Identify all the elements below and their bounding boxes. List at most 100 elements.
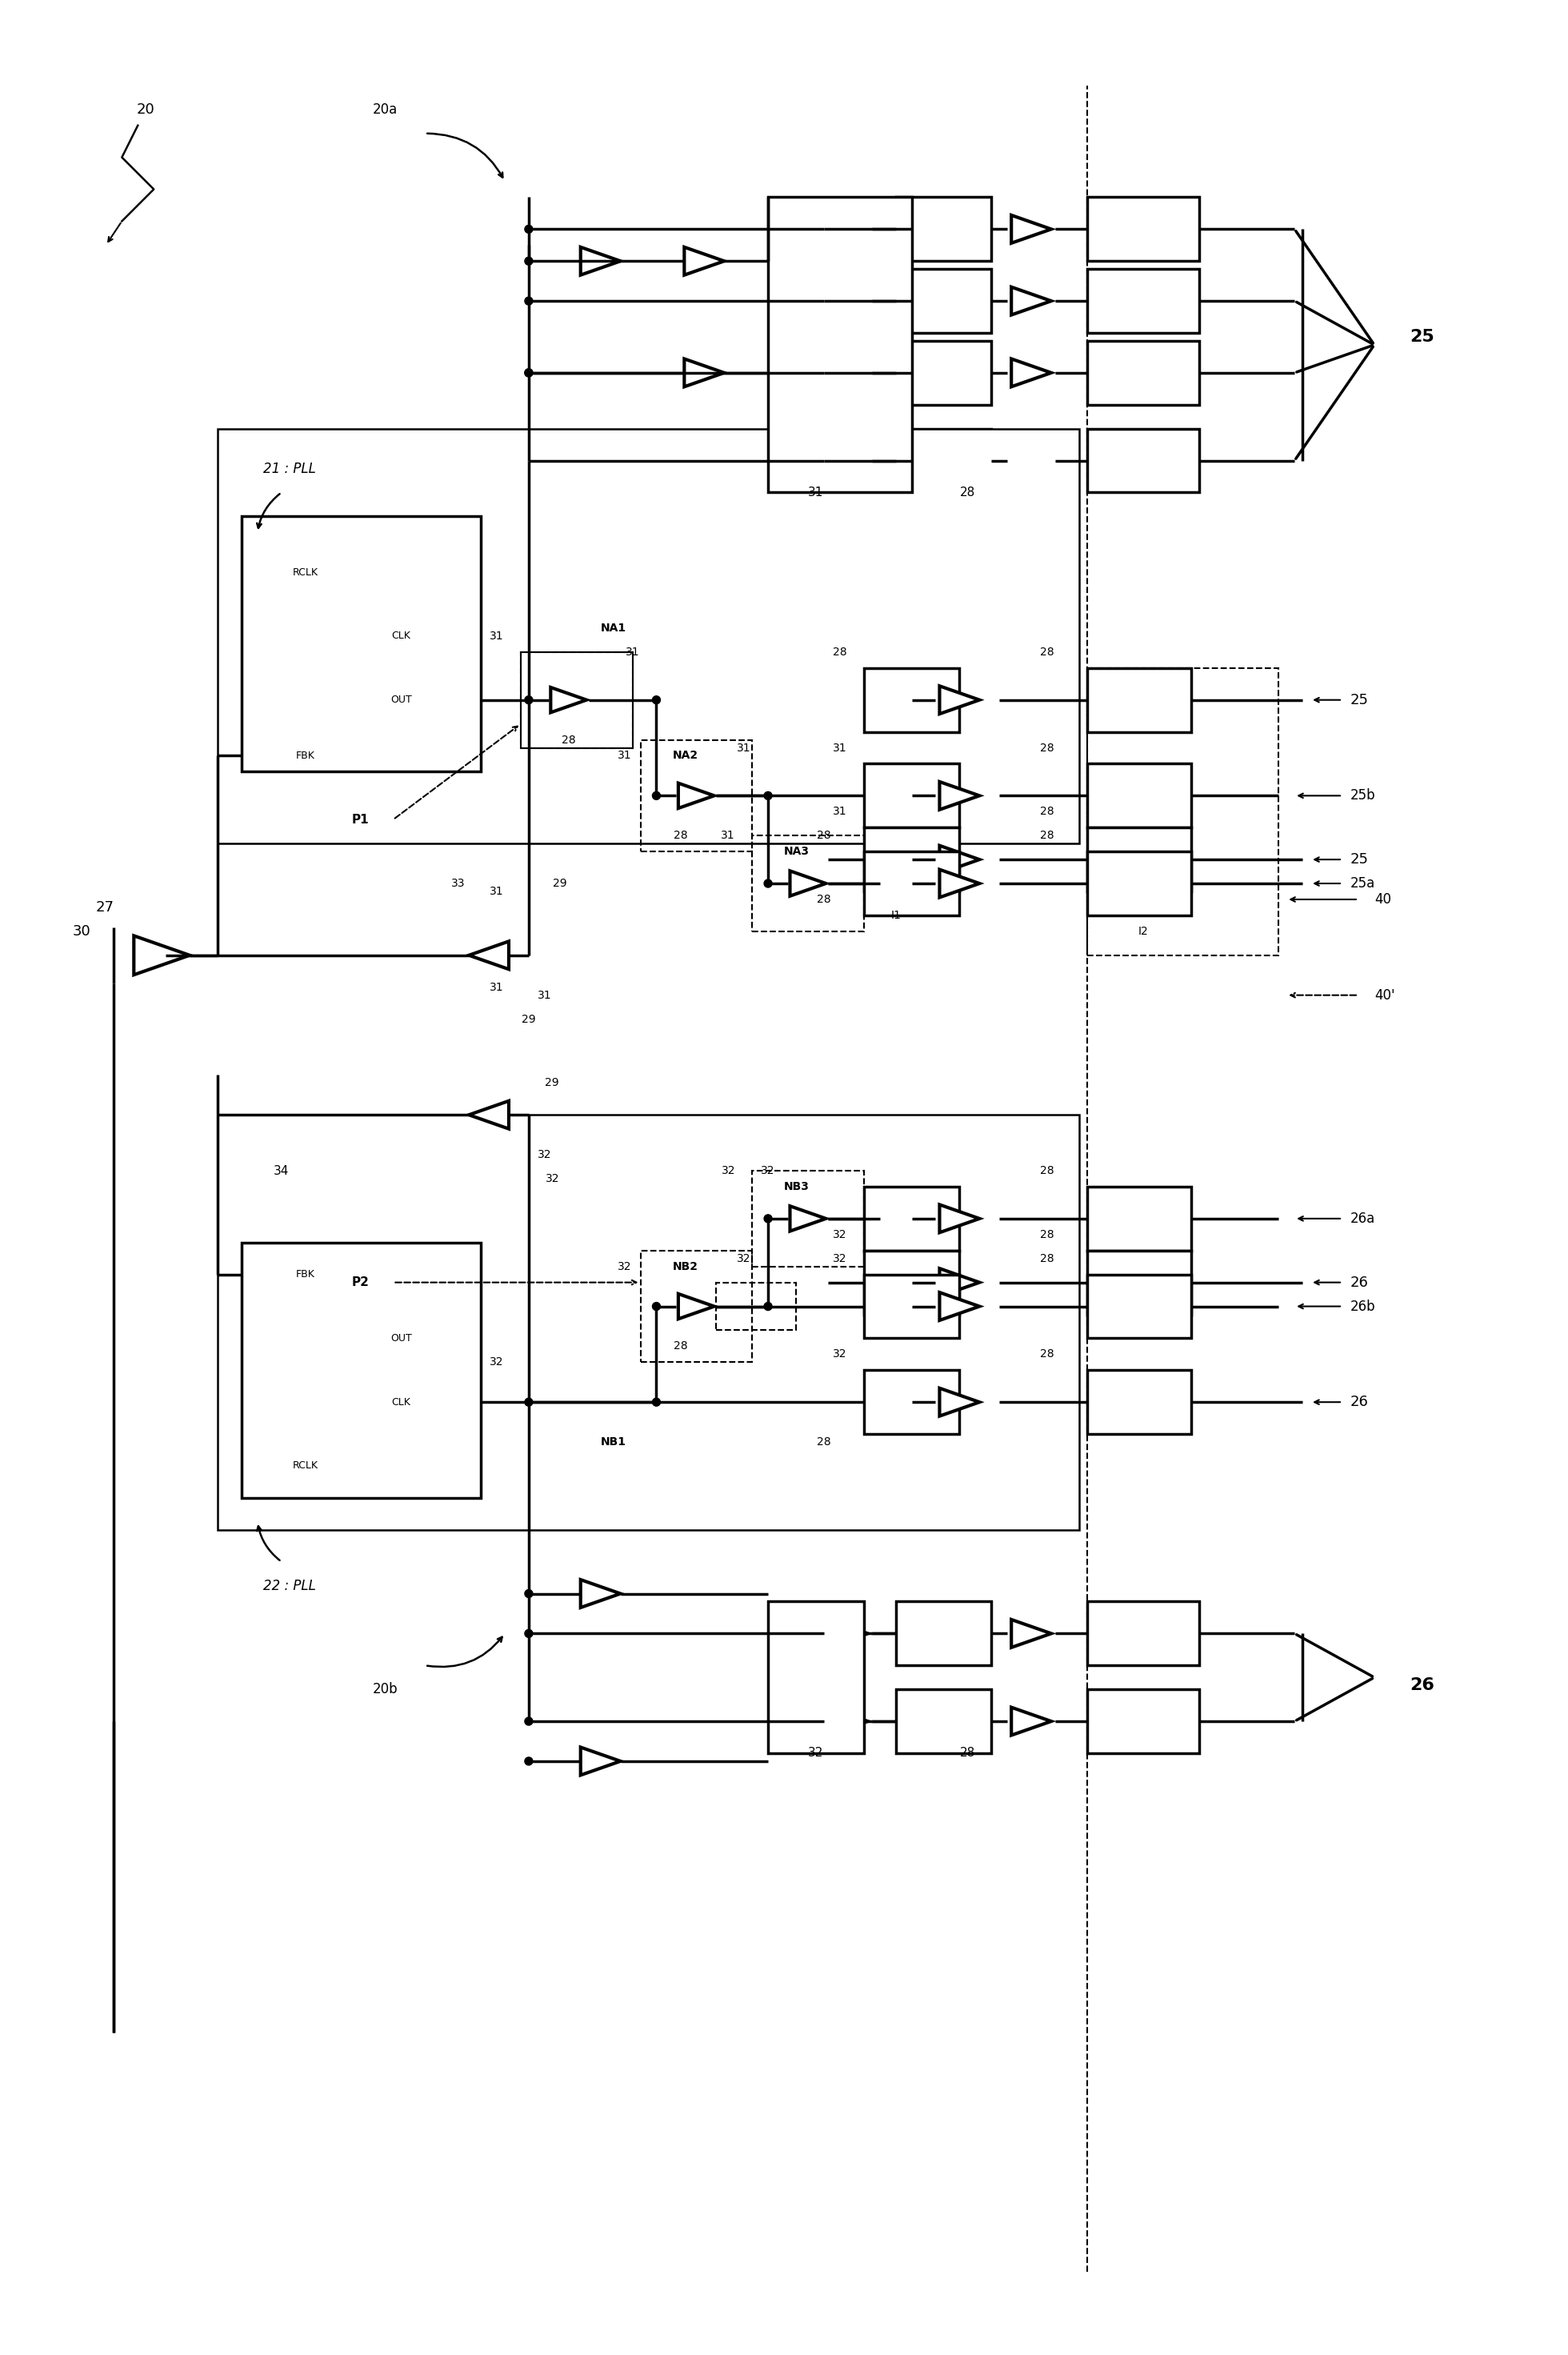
Text: FBK: FBK: [296, 1269, 315, 1279]
Bar: [895, 1689, 991, 1752]
Text: 29: 29: [552, 878, 566, 890]
Polygon shape: [939, 685, 980, 714]
Bar: [218, 1114, 1079, 1531]
Polygon shape: [939, 1206, 980, 1232]
Text: 28: 28: [1040, 1166, 1054, 1175]
Text: 20a: 20a: [373, 101, 398, 118]
Polygon shape: [1011, 214, 1051, 243]
Bar: [895, 429, 991, 492]
Bar: [895, 1601, 991, 1665]
Circle shape: [525, 1630, 533, 1637]
Circle shape: [764, 1215, 771, 1222]
Bar: [1087, 1689, 1200, 1752]
Polygon shape: [1011, 358, 1051, 386]
Text: 21 : PLL: 21 : PLL: [263, 462, 315, 476]
Text: 28: 28: [1040, 648, 1054, 657]
Text: 28: 28: [1040, 805, 1054, 817]
Bar: [895, 198, 991, 261]
Text: 28: 28: [817, 895, 831, 904]
Polygon shape: [939, 1387, 980, 1415]
Polygon shape: [939, 845, 980, 874]
Text: 33: 33: [452, 878, 464, 890]
Polygon shape: [684, 358, 724, 386]
Polygon shape: [828, 214, 867, 243]
Text: 25: 25: [1410, 330, 1435, 344]
Text: 20: 20: [136, 101, 155, 118]
Bar: [717, 1283, 797, 1331]
Bar: [1087, 1371, 1190, 1434]
Bar: [1087, 429, 1200, 492]
Bar: [1087, 1274, 1190, 1338]
Polygon shape: [580, 247, 621, 276]
Text: 31: 31: [626, 648, 640, 657]
Bar: [640, 1251, 753, 1361]
Text: 30: 30: [72, 923, 91, 940]
Circle shape: [525, 257, 533, 266]
Bar: [1087, 1187, 1190, 1251]
Bar: [218, 429, 1079, 843]
Text: 25: 25: [1350, 692, 1369, 706]
Text: 32: 32: [833, 1253, 847, 1265]
Bar: [1087, 1601, 1200, 1665]
Bar: [1087, 853, 1190, 916]
Bar: [1087, 827, 1190, 893]
Bar: [864, 763, 960, 827]
Text: OUT: OUT: [390, 695, 412, 704]
Bar: [864, 1187, 960, 1251]
Polygon shape: [684, 247, 724, 276]
Circle shape: [525, 370, 533, 377]
Text: 31: 31: [833, 805, 847, 817]
Text: 31: 31: [489, 631, 503, 641]
Text: 31: 31: [538, 989, 552, 1001]
Polygon shape: [679, 1293, 713, 1319]
Text: 31: 31: [833, 742, 847, 754]
Text: 25a: 25a: [1350, 876, 1375, 890]
Bar: [864, 853, 960, 916]
Circle shape: [525, 370, 533, 377]
Polygon shape: [828, 447, 867, 473]
Polygon shape: [469, 1100, 508, 1128]
Polygon shape: [939, 869, 980, 897]
Bar: [768, 1601, 864, 1752]
Text: 28: 28: [817, 829, 831, 841]
Polygon shape: [679, 784, 713, 808]
Bar: [1087, 268, 1200, 332]
Text: OUT: OUT: [390, 1333, 412, 1342]
Circle shape: [525, 1717, 533, 1726]
Polygon shape: [828, 358, 867, 386]
Text: 26b: 26b: [1350, 1300, 1375, 1314]
Polygon shape: [939, 782, 980, 810]
Bar: [864, 1251, 960, 1314]
Bar: [241, 1243, 481, 1498]
Text: 22 : PLL: 22 : PLL: [263, 1578, 315, 1592]
Bar: [1087, 669, 1190, 732]
Polygon shape: [1011, 1620, 1051, 1648]
Circle shape: [525, 1590, 533, 1597]
Circle shape: [652, 697, 660, 704]
Bar: [1087, 341, 1200, 405]
Text: 32: 32: [808, 1747, 823, 1759]
Polygon shape: [790, 871, 826, 895]
Text: 28: 28: [1040, 1349, 1054, 1359]
Text: 25: 25: [1350, 853, 1369, 867]
Bar: [1087, 198, 1200, 261]
Circle shape: [525, 226, 533, 233]
Circle shape: [764, 878, 771, 888]
Polygon shape: [469, 942, 508, 970]
Text: 28: 28: [1040, 742, 1054, 754]
Text: 28: 28: [1040, 1229, 1054, 1241]
Circle shape: [652, 1399, 660, 1406]
Polygon shape: [580, 1747, 621, 1776]
Circle shape: [525, 697, 533, 704]
Text: NA2: NA2: [673, 751, 698, 761]
Text: 31: 31: [618, 751, 632, 761]
Bar: [753, 836, 864, 930]
Text: 28: 28: [833, 648, 847, 657]
Text: P2: P2: [351, 1276, 368, 1288]
Text: 34: 34: [274, 1166, 289, 1178]
Circle shape: [525, 1757, 533, 1766]
Text: I1: I1: [891, 909, 902, 921]
Text: 31: 31: [489, 982, 503, 994]
Text: 31: 31: [721, 829, 735, 841]
Text: 32: 32: [833, 1229, 847, 1241]
